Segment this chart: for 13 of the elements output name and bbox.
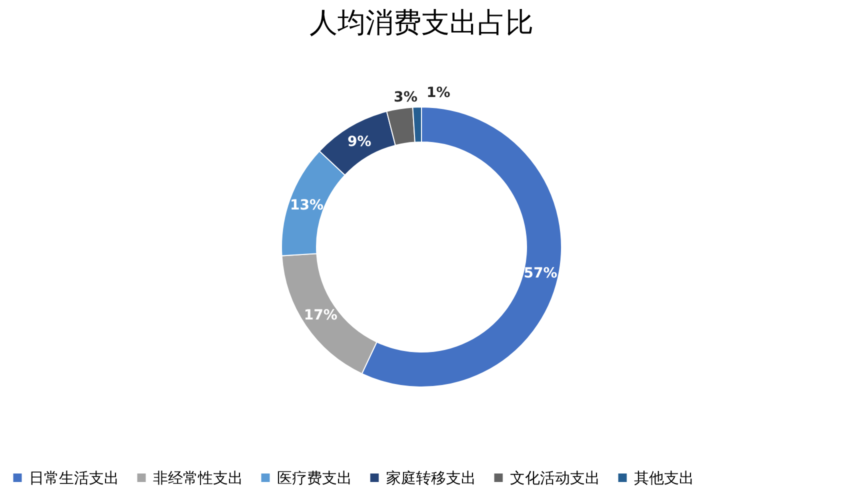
data-label: 1%	[426, 85, 450, 102]
data-label: 13%	[290, 198, 324, 214]
data-label: 17%	[304, 308, 338, 324]
legend-label: 其他支出	[634, 468, 694, 487]
chart-title: 人均消费支出占比	[310, 6, 534, 39]
data-label: 57%	[524, 266, 558, 282]
legend-label: 非经常性支出	[153, 468, 243, 487]
legend-label: 日常生活支出	[29, 468, 119, 487]
legend-label: 文化活动支出	[510, 468, 600, 487]
legend-label: 医疗费支出	[277, 468, 352, 487]
data-label: 3%	[394, 90, 418, 106]
legend-label: 家庭转移支出	[386, 468, 476, 487]
data-label: 9%	[348, 134, 372, 150]
